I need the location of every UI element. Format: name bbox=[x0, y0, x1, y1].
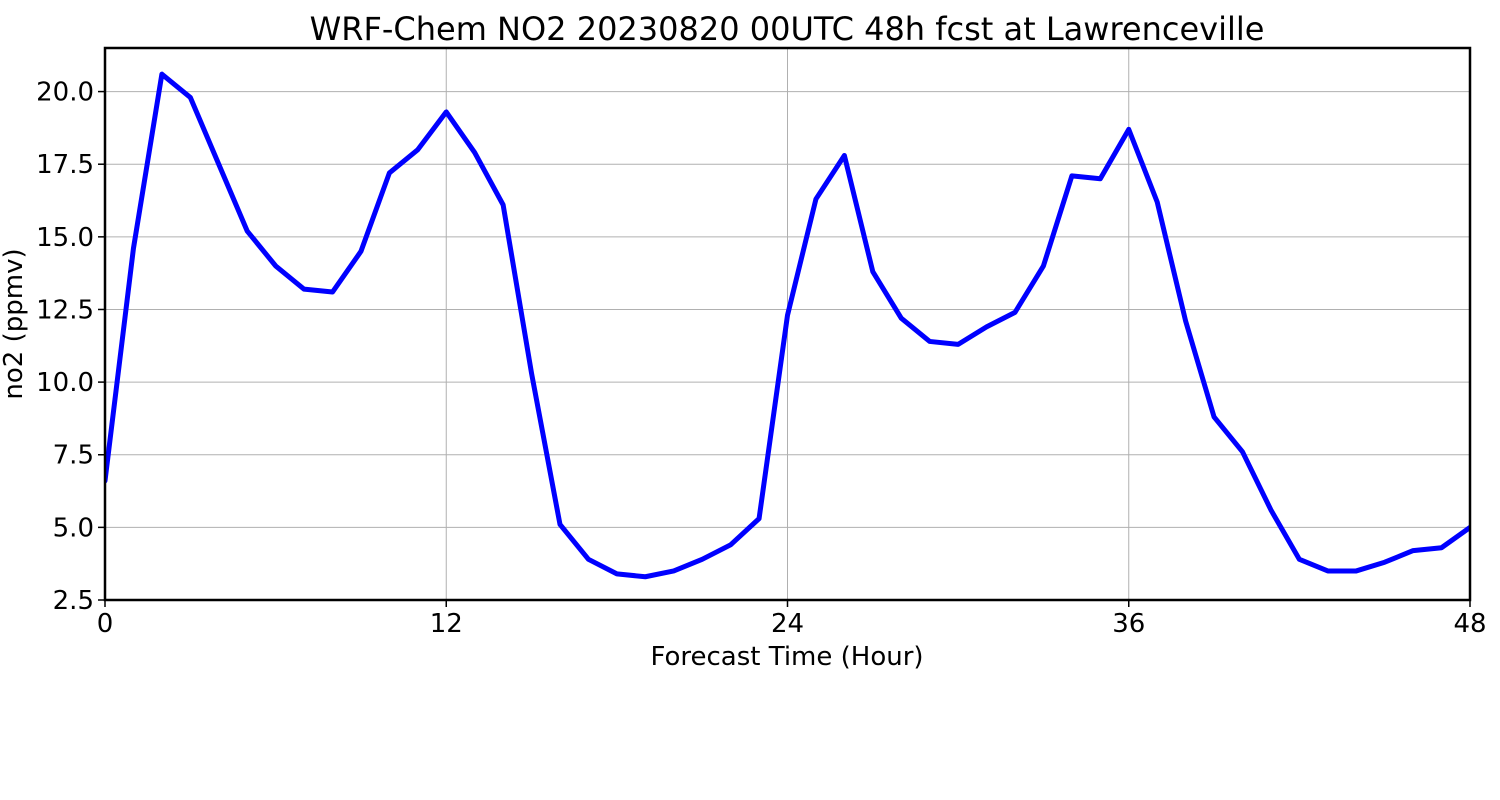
x-tick-label: 36 bbox=[1112, 609, 1145, 639]
y-tick-label: 15.0 bbox=[36, 223, 94, 253]
x-tick-label: 24 bbox=[771, 609, 804, 639]
x-tick-label: 48 bbox=[1453, 609, 1486, 639]
y-tick-label: 10.0 bbox=[36, 368, 94, 398]
y-tick-label: 12.5 bbox=[36, 295, 94, 325]
no2-series-line bbox=[105, 71, 1470, 580]
axis-ticks: 0 12 24 36 48 2.5 5.0 7.5 10.0 12.5 15.0 17.5 20.0 bbox=[36, 78, 1486, 639]
y-tick-label: 2.5 bbox=[53, 586, 94, 616]
x-tick-label: 0 bbox=[97, 609, 114, 639]
y-axis-label: no2 (ppmv) bbox=[0, 248, 29, 399]
x-tick-label: 12 bbox=[430, 609, 463, 639]
y-tick-label: 5.0 bbox=[53, 513, 94, 543]
x-axis-label: Forecast Time (Hour) bbox=[650, 642, 923, 672]
y-tick-label: 20.0 bbox=[36, 78, 94, 108]
y-tick-label: 7.5 bbox=[53, 441, 94, 471]
y-tick-label: 17.5 bbox=[36, 150, 94, 180]
chart-title: WRF-Chem NO2 20230820 00UTC 48h fcst at … bbox=[310, 10, 1265, 48]
series-layer bbox=[105, 71, 1470, 580]
